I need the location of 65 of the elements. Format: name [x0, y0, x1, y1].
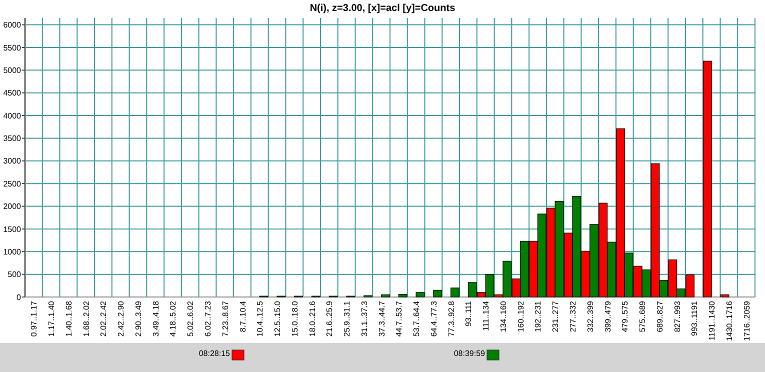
y-tick-label: 5000: [3, 66, 22, 75]
x-tick-label: 827..993: [672, 300, 682, 332]
x-tick-label: 399..479: [603, 300, 612, 332]
x-tick-label: 575..689: [638, 300, 648, 332]
y-tick-label: 4000: [3, 111, 22, 120]
x-tick-label: 231..277: [551, 300, 560, 332]
x-tick-label: 53.7..64.4: [412, 300, 422, 337]
x-tick-label: 10.4..12.5: [256, 300, 265, 337]
y-tick-label: 2500: [3, 179, 22, 188]
x-tick-label: 18.0..21.6: [308, 300, 317, 337]
y-tick-label: 4500: [3, 88, 22, 98]
x-tick-label: 0.97..1.17: [30, 300, 39, 337]
x-tick-label: 160..192: [516, 300, 526, 332]
y-tick-label: 6000: [3, 20, 22, 30]
y-tick-label: 0: [16, 292, 22, 302]
bar: [398, 294, 408, 298]
x-tick-label: 993..1191: [690, 300, 700, 336]
x-tick-label: 1.40..1.68: [64, 300, 74, 337]
x-tick-label: 5.02..6.02: [186, 300, 196, 337]
x-tick-label: 44.7..53.7: [394, 300, 404, 337]
x-tick-label: 4.18..5.02: [168, 300, 178, 337]
y-tick-label: 3500: [3, 134, 22, 144]
y-tick-label: 3000: [3, 156, 22, 166]
x-tick-label: 12.5..15.0: [273, 300, 282, 337]
x-tick-label: 689..827: [655, 300, 664, 332]
bar: [720, 294, 730, 298]
x-tick-label: 277..332: [568, 300, 578, 332]
x-tick-label: 1716..2059: [742, 300, 752, 342]
x-tick-label: 3.49..4.18: [151, 300, 160, 337]
x-tick-label: 2.02..2.42: [99, 300, 108, 337]
x-tick-label: 6.02..7.23: [204, 300, 212, 337]
y-tick-label: 2000: [3, 202, 22, 212]
x-tick-label: 77.3..92.8: [446, 300, 456, 337]
x-tick-label: 25.9..31.1: [342, 300, 352, 337]
x-tick-label: 37.3..44.7: [377, 300, 386, 337]
legend-label: 08:28:15: [198, 349, 231, 358]
x-tick-label: 1.68..2.02: [82, 300, 91, 337]
bar: [450, 288, 460, 298]
x-tick-label: 332..399: [586, 300, 595, 332]
x-tick-label: 2.90..3.49: [134, 300, 143, 337]
x-tick-label: 31.1..37.3: [360, 300, 369, 337]
bar: [433, 290, 442, 298]
legend-label: 08:39:59: [454, 349, 486, 358]
bar: [416, 292, 425, 298]
x-tick-label: 1191..1430: [708, 300, 717, 340]
x-tick-label: 134..160: [498, 300, 508, 332]
bar: [702, 60, 712, 298]
x-tick-label: 2.42..2.90: [116, 300, 126, 337]
y-tick-label: 500: [8, 270, 22, 280]
bar: [381, 294, 390, 298]
x-tick-label: 21.6..25.9: [325, 300, 334, 337]
x-tick-label: 7.23..8.67: [220, 300, 230, 337]
x-tick-label: 1.17..1.40: [47, 300, 56, 337]
x-tick-label: 15.0..18.0: [290, 300, 300, 337]
x-tick-label: 1430..1716: [724, 300, 734, 342]
x-tick-label: 479..575: [620, 300, 630, 332]
y-tick-label: 5500: [3, 43, 22, 52]
y-tick-label: 1500: [3, 224, 22, 234]
y-tick-label: 1000: [3, 247, 22, 256]
x-tick-label: 111..134: [482, 300, 491, 331]
chart-title: N(i), z=3.00, [x]=acl [y]=Counts: [310, 3, 456, 14]
x-tick-label: 93..111: [464, 300, 474, 327]
x-tick-label: 64.4..77.3: [429, 300, 438, 337]
x-tick-label: 192..231: [534, 300, 543, 332]
x-tick-label: 8.7..10.4: [238, 300, 248, 332]
